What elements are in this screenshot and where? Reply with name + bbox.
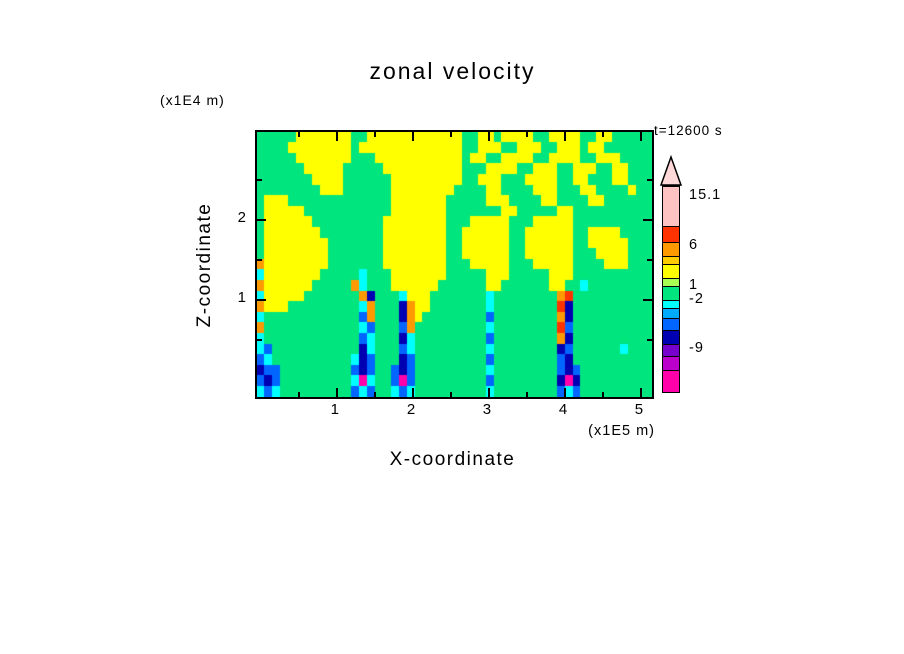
x-axis-unit: (x1E5 m) [588, 423, 655, 439]
colorbar-label: -2 [689, 291, 704, 307]
colorbar-label: 6 [689, 237, 699, 253]
tick-mark [564, 388, 567, 397]
colorbar-segment [663, 264, 679, 278]
colorbar-segment [663, 300, 679, 308]
tick-mark [412, 132, 415, 141]
tick-mark [297, 132, 300, 137]
colorbar-label: -9 [689, 340, 704, 356]
tick-mark [257, 178, 262, 181]
x-axis-label: X-coordinate [389, 449, 516, 470]
tick-mark [487, 132, 490, 141]
colorbar-segment [663, 278, 679, 286]
tick-mark [257, 258, 262, 261]
colorbar-segment [663, 330, 679, 344]
tick-mark [647, 339, 652, 342]
tick-mark [525, 392, 528, 397]
x-tick-label: 5 [634, 401, 644, 418]
tick-mark [335, 132, 338, 141]
chart-title: zonal velocity [369, 58, 536, 84]
time-annotation: t=12600 s [654, 123, 723, 138]
tick-mark [639, 388, 642, 397]
heatmap-canvas [257, 132, 652, 397]
tick-mark [487, 388, 490, 397]
tick-mark [335, 388, 338, 397]
colorbar [662, 185, 680, 393]
x-tick-label: 2 [406, 401, 416, 418]
colorbar-segment [663, 226, 679, 242]
y-tick-label: 1 [237, 289, 246, 306]
tick-mark [297, 392, 300, 397]
tick-mark [639, 132, 642, 141]
tick-mark [602, 392, 605, 397]
colorbar-segment [663, 370, 679, 392]
tick-mark [647, 258, 652, 261]
y-tick-label: 2 [237, 208, 246, 226]
tick-mark [525, 132, 528, 137]
colorbar-segment [663, 344, 679, 356]
colorbar-label: 1 [689, 277, 699, 293]
x-tick-label: 1 [330, 401, 339, 418]
tick-mark [602, 132, 605, 137]
y-axis-unit: (x1E4 m) [160, 92, 225, 108]
colorbar-segment [663, 308, 679, 318]
colorbar-segment [663, 242, 679, 256]
tick-mark [257, 218, 266, 221]
colorbar-segment [663, 286, 679, 300]
y-axis-label: Z-coordinate [194, 202, 215, 328]
tick-mark [647, 178, 652, 181]
tick-mark [449, 132, 452, 137]
colorbar-label: 15.1 [689, 187, 722, 203]
colorbar-segment [663, 186, 679, 226]
x-tick-label: 4 [558, 401, 568, 418]
plot-area [255, 130, 654, 399]
tick-mark [643, 218, 652, 221]
tick-mark [564, 132, 567, 141]
tick-mark [257, 339, 262, 342]
colorbar-arrow-icon [659, 155, 683, 186]
tick-mark [643, 299, 652, 301]
tick-mark [412, 388, 415, 397]
tick-mark [449, 392, 452, 397]
colorbar-segment [663, 256, 679, 264]
tick-mark [373, 392, 376, 397]
tick-mark [373, 132, 376, 137]
colorbar-segment [663, 356, 679, 370]
tick-mark [257, 299, 266, 301]
x-tick-label: 3 [482, 401, 492, 418]
colorbar-segment [663, 318, 679, 330]
